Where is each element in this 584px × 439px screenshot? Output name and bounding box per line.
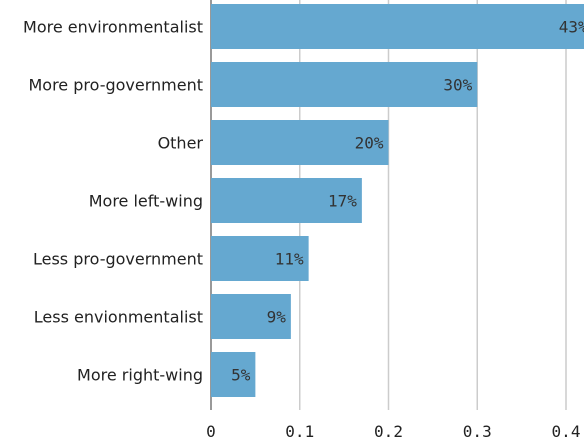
bar xyxy=(211,4,584,49)
category-label: Less envionmentalist xyxy=(34,308,203,327)
x-tick-label: 0.1 xyxy=(285,422,314,439)
bar xyxy=(211,62,478,107)
category-labels: More environmentalist More pro-government… xyxy=(23,18,203,385)
x-tick-label: 0.4 xyxy=(552,422,581,439)
data-label: 5% xyxy=(231,366,251,385)
bar xyxy=(211,236,309,281)
bar xyxy=(211,352,256,397)
x-tick-label: 0.3 xyxy=(463,422,492,439)
bar xyxy=(211,294,291,339)
bars xyxy=(211,4,584,397)
data-label: 43% xyxy=(559,18,584,37)
data-label: 11% xyxy=(275,250,304,269)
category-label: More pro-government xyxy=(28,76,203,95)
category-label: More left-wing xyxy=(89,192,203,211)
category-label: Other xyxy=(158,134,204,153)
category-label: More right-wing xyxy=(77,366,203,385)
category-label: Less pro-government xyxy=(33,250,203,269)
data-labels: 43% 30% 20% 17% 11% 9% 5% xyxy=(231,18,584,385)
bar xyxy=(211,120,389,165)
data-label: 30% xyxy=(443,76,472,95)
x-tick-label: 0 xyxy=(206,422,216,439)
x-tick-label: 0.2 xyxy=(374,422,403,439)
data-label: 20% xyxy=(355,134,384,153)
data-label: 9% xyxy=(267,308,287,327)
bar xyxy=(211,178,362,223)
x-axis-ticks: 0 0.1 0.2 0.3 0.4 xyxy=(206,422,580,439)
data-label: 17% xyxy=(328,192,357,211)
category-label: More environmentalist xyxy=(23,18,203,37)
